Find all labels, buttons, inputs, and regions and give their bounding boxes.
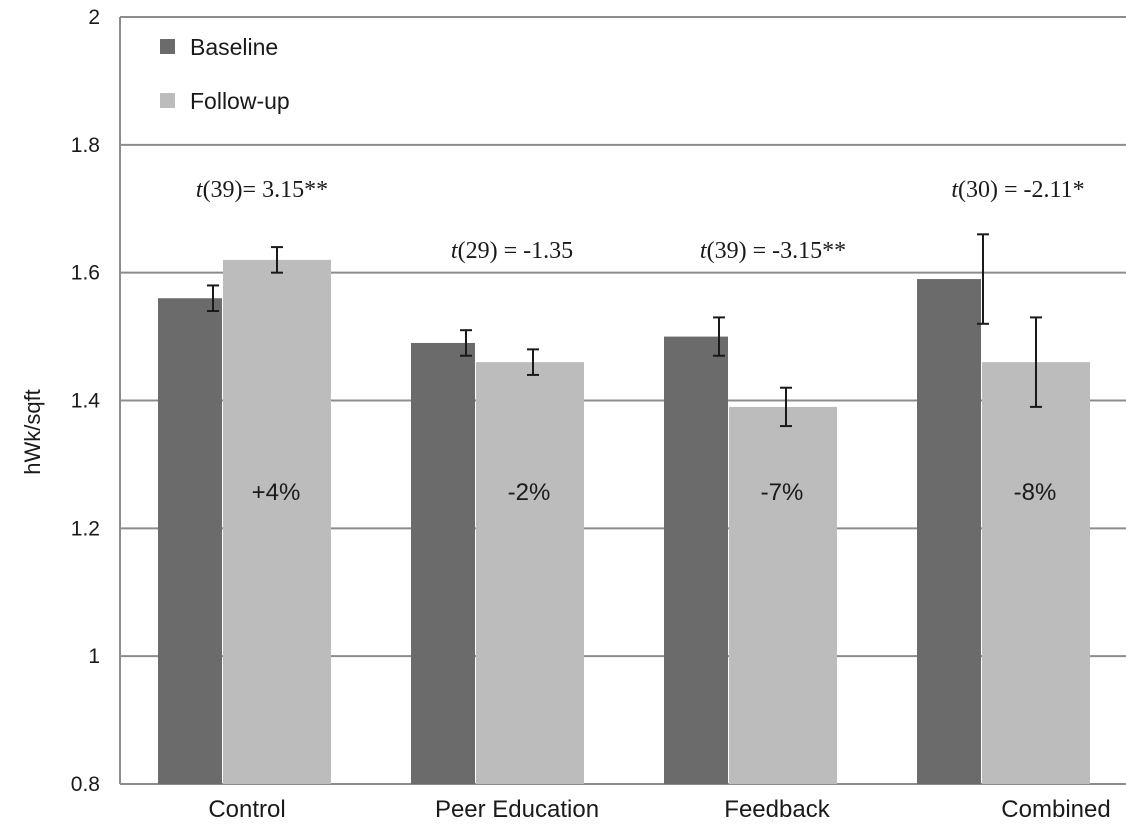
x-category-label: Control bbox=[208, 796, 285, 823]
bar-baseline bbox=[411, 342, 475, 784]
bar-baseline bbox=[664, 336, 728, 784]
x-category-label: Feedback bbox=[724, 796, 830, 823]
stat-labels: t(39)= 3.15** t(29) = -1.35 t(39) = -3.15*… bbox=[196, 177, 1085, 264]
x-category-label: Combined bbox=[1001, 796, 1110, 823]
bar-follow-up bbox=[982, 362, 1090, 784]
legend-label: Baseline bbox=[190, 34, 278, 60]
bar-baseline bbox=[158, 298, 222, 784]
bar-follow-up bbox=[223, 259, 331, 785]
change-label: -2% bbox=[508, 479, 551, 506]
y-tick-label: 1.2 bbox=[71, 517, 100, 540]
stat-label: t(30) = -2.11* bbox=[951, 177, 1084, 203]
y-tick-label: 1 bbox=[88, 645, 100, 668]
change-labels: +4% -2% -7% -8% bbox=[252, 479, 1057, 506]
change-label: +4% bbox=[252, 479, 301, 506]
x-axis-categories: Control Peer Education Feedback Combined bbox=[208, 796, 1110, 823]
change-label: -8% bbox=[1014, 479, 1057, 506]
y-axis-label: hWk/sqft bbox=[20, 389, 45, 475]
change-label: -7% bbox=[761, 479, 804, 506]
legend-swatch bbox=[160, 39, 175, 54]
bar-follow-up bbox=[476, 362, 584, 784]
y-tick-label: 1.4 bbox=[71, 390, 101, 413]
y-axis-ticks: 0.8 1 1.2 1.4 1.6 1.8 2 bbox=[71, 6, 101, 796]
legend-label: Follow-up bbox=[190, 88, 290, 114]
stat-label: t(39) = -3.15** bbox=[700, 238, 846, 264]
bars bbox=[158, 259, 1090, 785]
bar-baseline bbox=[917, 279, 981, 784]
y-tick-label: 2 bbox=[88, 6, 100, 29]
legend: Baseline Follow-up bbox=[160, 34, 290, 114]
y-tick-label: 1.6 bbox=[71, 262, 100, 285]
stat-label: t(39)= 3.15** bbox=[196, 177, 328, 203]
x-category-label: Peer Education bbox=[435, 796, 599, 823]
legend-swatch bbox=[160, 93, 175, 108]
bar-follow-up bbox=[729, 406, 837, 784]
error-bars bbox=[207, 233, 1042, 428]
y-tick-label: 0.8 bbox=[71, 773, 100, 796]
y-tick-label: 1.8 bbox=[71, 134, 100, 157]
stat-label: t(29) = -1.35 bbox=[451, 238, 573, 264]
